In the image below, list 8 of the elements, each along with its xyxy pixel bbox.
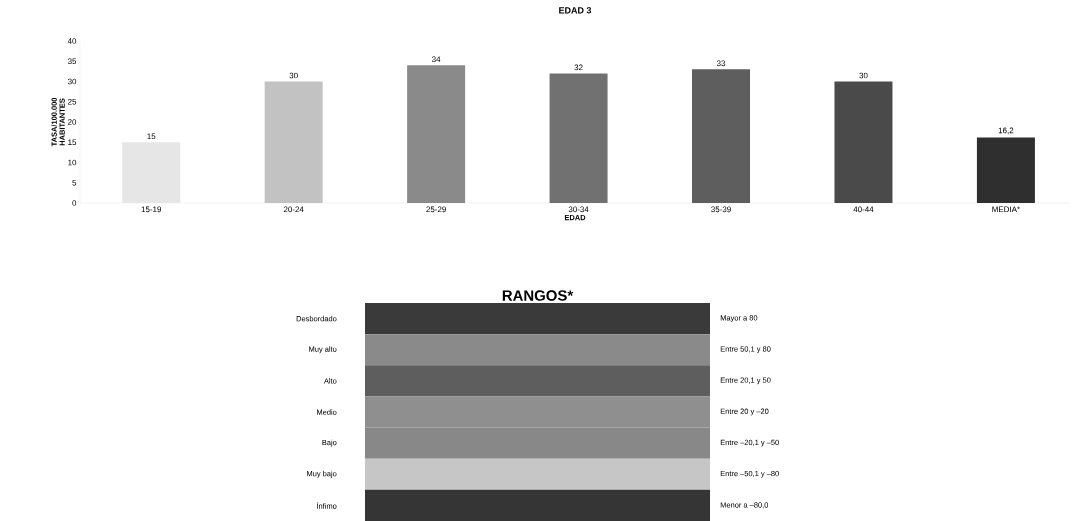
text: RANGOS* [502,290,574,301]
bar [549,73,608,203]
bar [976,137,1035,203]
bar [407,65,466,203]
chart-title: EDAD 3 [559,7,592,14]
bar [264,81,323,203]
bar [834,81,893,203]
bar [692,69,751,203]
